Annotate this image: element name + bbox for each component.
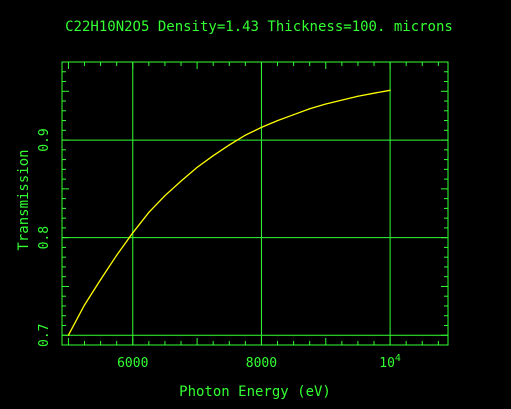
plot-frame: [61, 61, 449, 346]
x-axis: 6000 8000 104: [67, 62, 439, 371]
data-point: [228, 144, 230, 146]
data-point: [244, 134, 246, 136]
x-tick-exponent: 4: [395, 353, 401, 364]
data-point: [116, 254, 118, 256]
series-group: [67, 89, 391, 336]
x-tick-label: 104: [379, 353, 401, 371]
data-point: [132, 232, 134, 234]
data-point: [341, 99, 343, 101]
data-point: [180, 180, 182, 182]
data-point: [260, 126, 263, 128]
data-point: [276, 119, 279, 122]
y-axis-label: Transmission: [16, 149, 32, 250]
x-tick-label: 6000: [117, 356, 148, 371]
data-point: [373, 92, 375, 94]
y-axis: 0.7 0.8 0.9: [37, 61, 448, 347]
data-point: [212, 155, 214, 157]
data-point: [293, 114, 295, 116]
grid: [62, 62, 448, 345]
data-point: [325, 103, 327, 105]
transmission-curve: [67, 89, 391, 336]
x-tick-label: 8000: [246, 356, 277, 371]
chart-title: C22H10N2O5 Density=1.43 Thickness=100. m…: [65, 19, 453, 35]
y-tick-label: 0.8: [37, 226, 52, 249]
data-point: [67, 334, 70, 336]
y-tick-label: 0.7: [37, 323, 52, 346]
data-point: [357, 95, 359, 97]
data-point: [196, 166, 198, 168]
data-point: [83, 304, 86, 306]
plot-area: [61, 61, 449, 346]
x-axis-label: Photon Energy (eV): [179, 384, 331, 400]
data-point: [389, 89, 391, 91]
data-point: [309, 108, 311, 110]
data-point: [164, 195, 166, 197]
y-tick-label: 0.9: [37, 128, 52, 151]
data-point: [148, 211, 150, 213]
data-point: [100, 279, 102, 281]
